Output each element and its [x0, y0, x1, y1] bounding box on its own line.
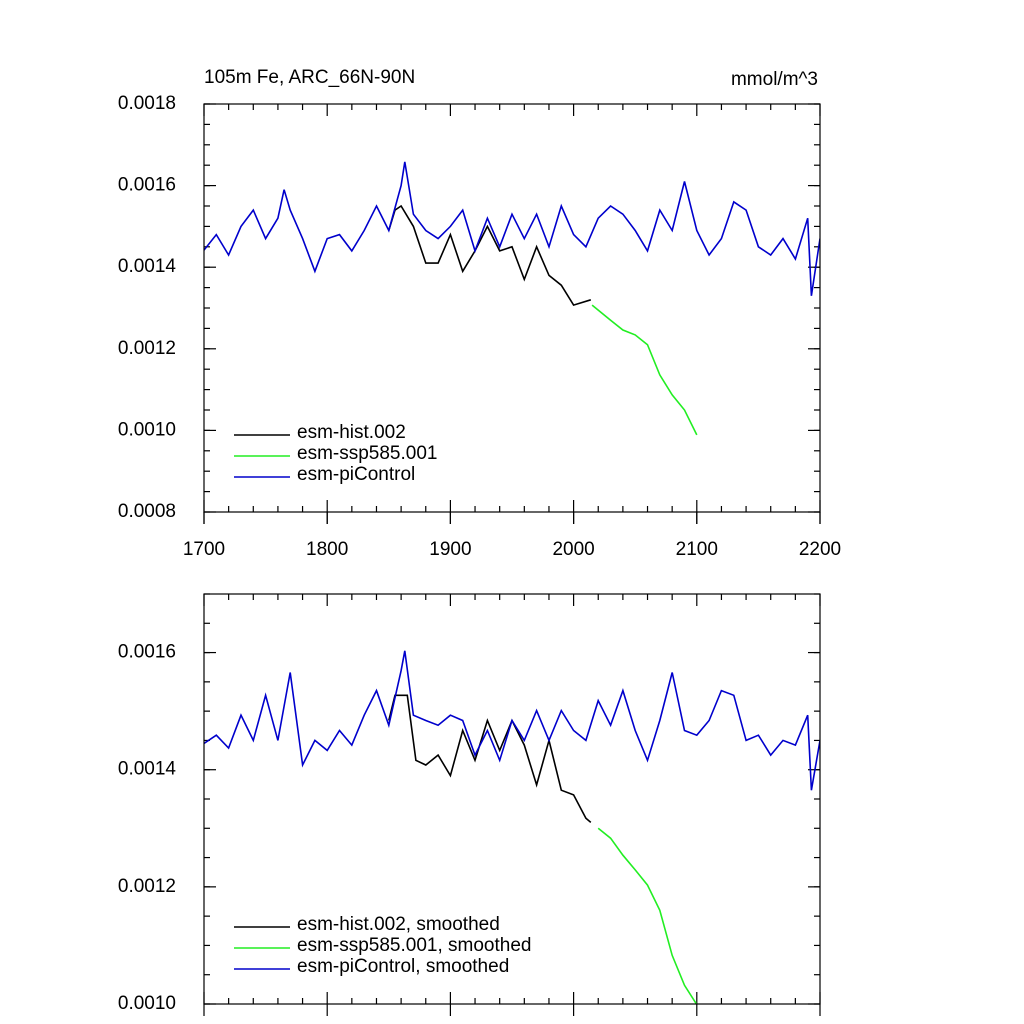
y-tick-label: 0.0012	[118, 338, 176, 359]
legend-label: esm-ssp585.001, smoothed	[297, 935, 531, 956]
y-tick-label: 0.0012	[118, 876, 176, 897]
x-tick-label: 1700	[183, 539, 225, 560]
series-line	[204, 650, 820, 791]
plot-frame	[203, 103, 821, 513]
y-tick-label: 0.0016	[118, 642, 176, 663]
y-tick-label: 0.0014	[118, 256, 177, 277]
y-tick-label: 0.0018	[118, 93, 176, 114]
y-tick-label: 0.0008	[118, 501, 176, 522]
legend-label: esm-ssp585.001	[297, 443, 437, 464]
legend-label: esm-piControl, smoothed	[297, 956, 509, 977]
series-line	[204, 161, 820, 296]
y-tick-label: 0.0010	[118, 419, 176, 440]
series-line	[388, 694, 592, 824]
series-line	[591, 304, 698, 436]
legend-label: esm-piControl	[297, 464, 415, 485]
x-tick-label: 2200	[799, 539, 841, 560]
y-tick-label: 0.0010	[118, 993, 176, 1014]
chart-title: 105m Fe, ARC_66N-90N	[204, 67, 415, 88]
x-tick-label: 2000	[552, 539, 594, 560]
series-line	[597, 827, 698, 1004]
y-tick-label: 0.0014	[118, 759, 177, 780]
x-tick-label: 2100	[676, 539, 718, 560]
legend-label: esm-hist.002	[297, 422, 406, 443]
legend-label: esm-hist.002, smoothed	[297, 914, 500, 935]
y-tick-label: 0.0016	[118, 175, 176, 196]
x-tick-label: 1800	[306, 539, 348, 560]
plot-frame	[203, 593, 821, 1005]
series-line	[388, 204, 592, 307]
x-tick-label: 1900	[429, 539, 471, 560]
units-label: mmol/m^3	[731, 69, 818, 90]
